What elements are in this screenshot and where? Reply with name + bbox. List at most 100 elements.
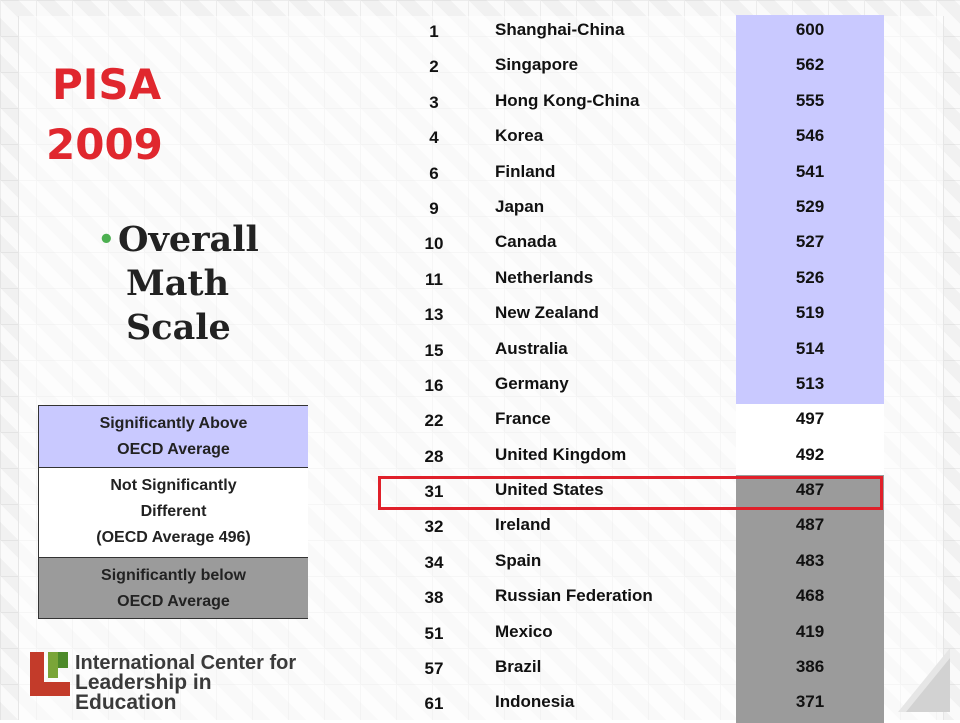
country-cell: Hong Kong-China <box>495 90 640 110</box>
icle-logo-icon <box>30 652 70 696</box>
score-cell: 419 <box>736 616 884 653</box>
country-cell: Canada <box>495 232 557 252</box>
score-cell: 371 <box>736 687 884 723</box>
score-cell: 562 <box>736 50 884 86</box>
country-cell: Australia <box>495 338 568 358</box>
table-row: 2 Singapore 562 <box>380 50 884 86</box>
rank-cell: 38 <box>424 588 444 608</box>
score-cell: 600 <box>736 15 884 51</box>
legend-not-line: (OECD Average 496) <box>96 529 251 546</box>
logo-line2: Leadership in Education <box>75 671 212 714</box>
table-row: 13 New Zealand 519 <box>380 298 884 334</box>
table-row: 28 United Kingdom 492 <box>380 439 884 476</box>
country-cell: Germany <box>495 373 569 393</box>
rank-cell: 2 <box>429 57 439 77</box>
score-cell: 519 <box>736 298 884 334</box>
legend-above-line: OECD Average <box>117 441 230 458</box>
subtitle-block: • Overall Math Scale <box>98 218 280 350</box>
rank-cell: 51 <box>424 623 444 643</box>
rank-cell: 31 <box>424 482 444 502</box>
legend-above-line: Significantly Above <box>99 415 248 432</box>
rank-cell: 10 <box>424 234 444 254</box>
table-row: 4 Korea 546 <box>380 121 884 157</box>
score-cell: 468 <box>736 581 884 617</box>
legend: Significantly Above OECD Average Not Sig… <box>38 405 308 619</box>
legend-not-line: Different <box>140 503 207 520</box>
slide-title-line2: 2009 <box>46 120 163 169</box>
rank-cell: 3 <box>429 92 439 112</box>
table-row: 51 Mexico 419 <box>380 616 884 653</box>
rank-cell: 16 <box>424 375 444 395</box>
rank-cell: 34 <box>424 552 444 572</box>
rank-cell: 15 <box>424 340 444 360</box>
score-cell: 527 <box>736 227 884 263</box>
score-cell: 492 <box>736 439 884 476</box>
rank-cell: 9 <box>429 198 439 218</box>
slide-title-line1: PISA <box>52 60 162 109</box>
country-cell: Singapore <box>495 55 579 75</box>
score-cell: 514 <box>736 333 884 369</box>
score-cell: 529 <box>736 191 884 228</box>
country-cell: Russian Federation <box>495 586 653 606</box>
rank-cell: 32 <box>424 517 444 537</box>
rank-cell: 22 <box>424 411 444 431</box>
country-cell: New Zealand <box>495 303 599 323</box>
country-cell: Shanghai-China <box>495 20 625 39</box>
score-cell: 546 <box>736 121 884 157</box>
logo: International Center for Leadership in E… <box>30 652 310 713</box>
ranking-table: 1 Shanghai-China 600 2 Singapore 562 3 Hong Kon… <box>380 15 884 723</box>
table-row: 9 Japan 529 <box>380 191 884 228</box>
rank-cell: 61 <box>424 694 444 714</box>
rank-cell: 11 <box>425 269 443 289</box>
country-cell: Korea <box>495 126 544 146</box>
rank-cell: 6 <box>429 163 439 183</box>
country-cell: Mexico <box>495 621 553 641</box>
bullet-icon: • <box>98 225 115 255</box>
legend-below-line: Significantly below <box>101 567 246 584</box>
score-cell: 555 <box>736 85 884 122</box>
logo-text: International Center for Leadership in E… <box>75 653 310 713</box>
country-cell: Finland <box>495 161 556 181</box>
table-row: 6 Finland 541 <box>380 156 884 192</box>
score-cell: 541 <box>736 156 884 192</box>
rank-cell: 13 <box>424 305 444 325</box>
table-row: 3 Hong Kong-China 555 <box>380 85 884 122</box>
table-row: 32 Ireland 487 <box>380 510 884 546</box>
score-cell: 526 <box>736 262 884 299</box>
subtitle-line: Overall <box>118 219 259 260</box>
page-curl-icon <box>898 648 950 712</box>
rank-cell: 4 <box>429 128 439 148</box>
legend-not-significant: Not Significantly Different (OECD Averag… <box>38 467 308 557</box>
subtitle-line: Math <box>126 263 230 304</box>
table-row: 15 Australia 514 <box>380 333 884 369</box>
country-cell: Spain <box>495 550 542 570</box>
country-cell: Japan <box>495 196 545 216</box>
score-cell: 497 <box>736 404 884 440</box>
country-cell: Netherlands <box>495 267 594 287</box>
country-cell: Indonesia <box>495 692 575 712</box>
rank-cell: 28 <box>424 446 444 466</box>
table-row: 11 Netherlands 526 <box>380 262 884 299</box>
score-cell: 513 <box>736 368 884 405</box>
table-row: 57 Brazil 386 <box>380 652 884 688</box>
table-row: 31 United States 487 <box>380 475 884 511</box>
legend-not-line: Not Significantly <box>110 477 237 494</box>
table-row: 61 Indonesia 371 <box>380 687 884 723</box>
legend-below: Significantly below OECD Average <box>38 557 308 619</box>
subtitle-line: Scale <box>126 307 231 348</box>
table-row: 22 France 497 <box>380 404 884 440</box>
country-cell: France <box>495 409 551 429</box>
score-cell: 487 <box>736 475 884 511</box>
logo-line1: International Center for <box>75 652 297 674</box>
table-row: 1 Shanghai-China 600 <box>380 15 884 51</box>
legend-below-line: OECD Average <box>117 593 230 610</box>
score-cell: 386 <box>736 652 884 688</box>
country-cell: United States <box>495 480 604 500</box>
table-row: 38 Russian Federation 468 <box>380 581 884 617</box>
score-cell: 487 <box>736 510 884 546</box>
rank-cell: 57 <box>424 659 444 679</box>
country-cell: Ireland <box>495 515 551 535</box>
country-cell: Brazil <box>495 657 542 677</box>
rank-cell: 1 <box>429 22 439 41</box>
table-row: 10 Canada 527 <box>380 227 884 263</box>
